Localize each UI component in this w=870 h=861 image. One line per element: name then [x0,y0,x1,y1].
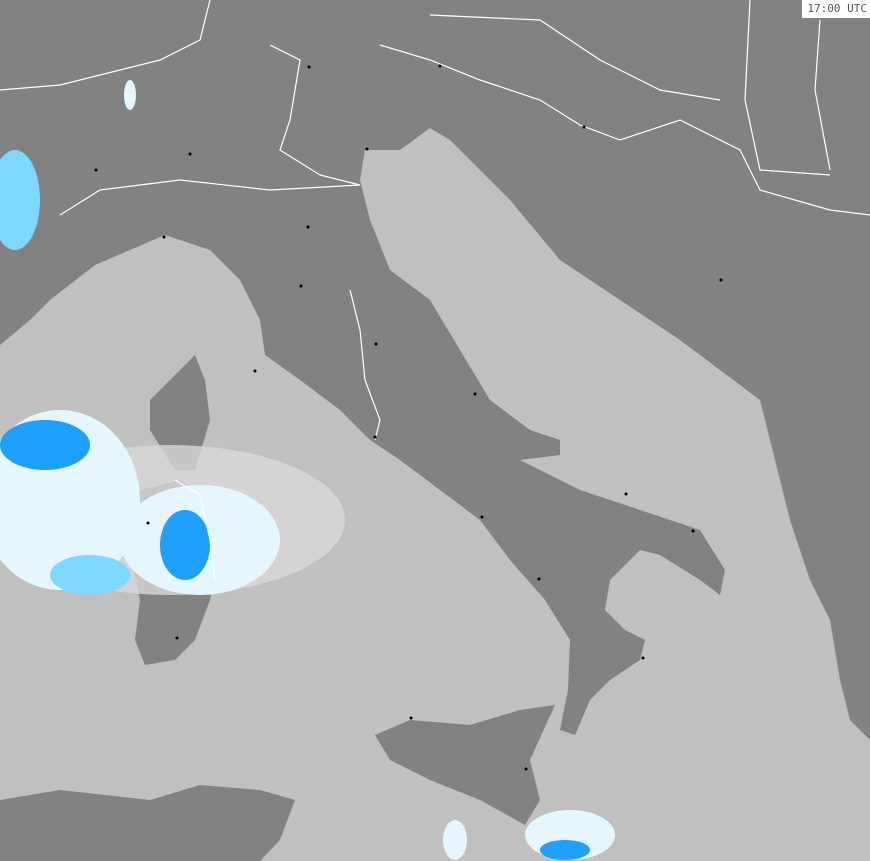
land-mainland [0,0,870,740]
land-corsica [150,355,210,470]
country-borders [0,0,870,581]
land-africa [0,785,295,861]
land-sicily [375,705,555,825]
timestamp-label: 17:00 UTC [802,0,870,18]
precipitation [0,80,615,860]
city-markers [94,64,723,771]
